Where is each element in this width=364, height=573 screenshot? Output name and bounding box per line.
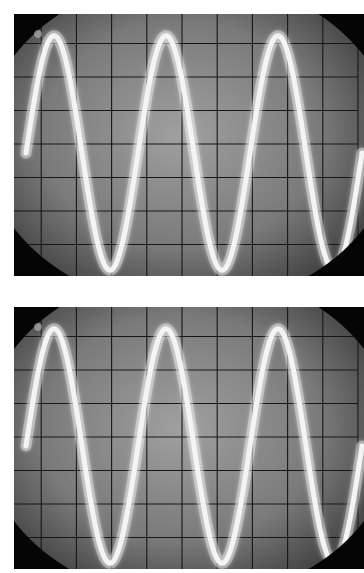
trace-group bbox=[20, 323, 364, 569]
trace-group bbox=[20, 30, 364, 276]
corner-marker bbox=[34, 323, 42, 331]
oscilloscope-photo-bottom bbox=[14, 307, 364, 569]
scope-screen bbox=[14, 307, 364, 569]
sine-trace bbox=[23, 33, 364, 273]
scope-screen bbox=[14, 14, 364, 276]
corner-marker bbox=[34, 30, 42, 38]
sine-trace bbox=[23, 326, 364, 566]
oscilloscope-photo-top bbox=[14, 14, 364, 276]
